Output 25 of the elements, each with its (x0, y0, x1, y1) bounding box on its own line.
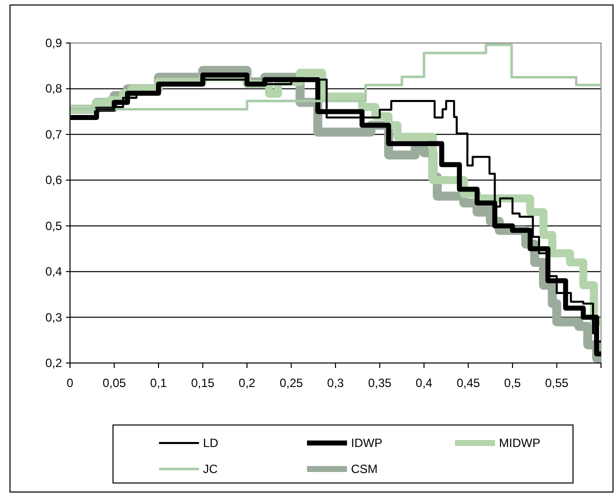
x-tick-label: 0,55 (545, 376, 569, 390)
x-tick-label: 0,5 (504, 376, 522, 390)
x-tick-label: 0,3 (327, 376, 344, 390)
y-tick-label: 0,5 (45, 218, 62, 233)
x-tick-label: 0,05 (102, 376, 126, 390)
y-tick-label: 0,9 (45, 36, 62, 50)
y-tick-label: 0,6 (45, 173, 62, 188)
y-tick-label: 0,3 (45, 310, 62, 324)
y-tick-label: 0,8 (45, 82, 62, 96)
legend-label: LD (203, 436, 219, 450)
x-tick-label: 0,45 (456, 376, 480, 390)
x-tick-label: 0,4 (416, 376, 433, 390)
x-tick-label: 0,2 (238, 376, 256, 390)
legend-label: IDWP (351, 436, 382, 450)
legend-label: JC (203, 462, 218, 476)
legend-label: MIDWP (499, 436, 540, 450)
y-tick-label: 0,4 (45, 264, 62, 279)
x-tick-label: 0 (66, 376, 74, 390)
x-tick-label: 0,1 (150, 376, 168, 390)
y-tick-label: 0,2 (45, 356, 62, 370)
y-tick-label: 0,7 (45, 127, 62, 142)
x-tick-label: 0,25 (280, 376, 304, 390)
x-tick-label: 0,35 (368, 376, 392, 390)
x-tick-label: 0,15 (191, 376, 215, 390)
legend-label: CSM (351, 462, 378, 476)
